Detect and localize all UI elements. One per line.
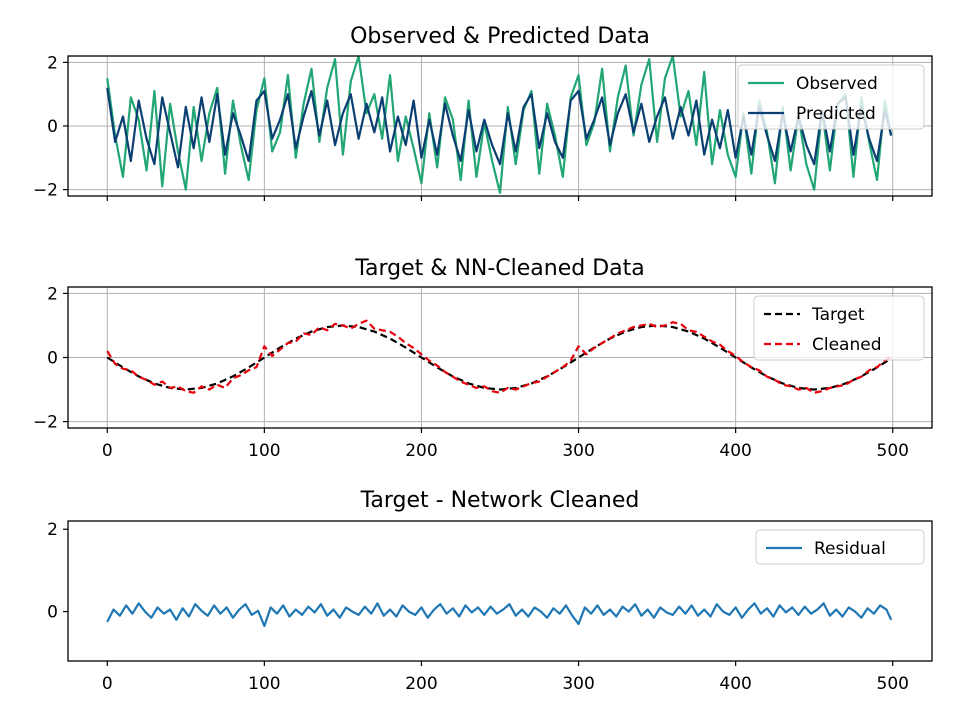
x-tick-label: 400 — [719, 441, 751, 461]
x-tick-label: 200 — [405, 441, 437, 461]
x-tick-label: 400 — [719, 674, 751, 694]
chart-title: Target - Network Cleaned — [360, 488, 640, 513]
legend: Residual — [755, 529, 925, 565]
y-tick-label: 2 — [47, 520, 58, 540]
x-tick-label: 0 — [102, 674, 113, 694]
legend-label-target: Target — [811, 305, 865, 325]
chart-title: Observed & Predicted Data — [350, 24, 650, 49]
x-tick-label: 500 — [877, 441, 909, 461]
chart-panel-1: −2 0 2 Observed & Predicted Data Observed Pre… — [33, 24, 933, 201]
y-tick-label: 0 — [47, 117, 58, 137]
chart-title: Target & NN-Cleaned Data — [354, 256, 645, 281]
x-tick-label: 300 — [562, 674, 594, 694]
y-tick-label: −2 — [33, 181, 58, 201]
legend-box — [755, 529, 925, 565]
series-line-target — [106, 324, 892, 391]
x-tick-label: 100 — [248, 441, 280, 461]
x-tick-label: 300 — [562, 441, 594, 461]
x-tick-label: 100 — [248, 674, 280, 694]
x-tick-label: 500 — [877, 674, 909, 694]
y-tick-label: −2 — [33, 413, 58, 433]
y-tick-label: 0 — [47, 603, 58, 623]
legend-label-observed: Observed — [796, 74, 878, 94]
series-line-cleaned — [106, 319, 892, 394]
y-tick-label: 2 — [47, 53, 58, 73]
legend: Target Cleaned — [753, 295, 925, 361]
chart-panel-2: 0 100 200 300 400 500 −2 0 2 Target & NN-Cleaned … — [33, 256, 933, 461]
legend-box — [737, 64, 925, 130]
series-line-residual — [106, 602, 893, 628]
legend-label-cleaned: Cleaned — [812, 335, 882, 355]
legend: Observed Predicted — [737, 64, 925, 130]
x-tick-label: 200 — [405, 674, 437, 694]
legend-label-predicted: Predicted — [796, 104, 876, 124]
legend-label-residual: Residual — [814, 539, 886, 559]
x-tick-label: 0 — [102, 441, 113, 461]
axes-frame — [67, 520, 933, 662]
chart-panel-3: 0 100 200 300 400 500 0 2 Target - Network Clean… — [47, 488, 933, 694]
legend-box — [753, 295, 925, 361]
y-tick-label: 0 — [47, 349, 58, 369]
y-tick-label: 2 — [47, 284, 58, 304]
